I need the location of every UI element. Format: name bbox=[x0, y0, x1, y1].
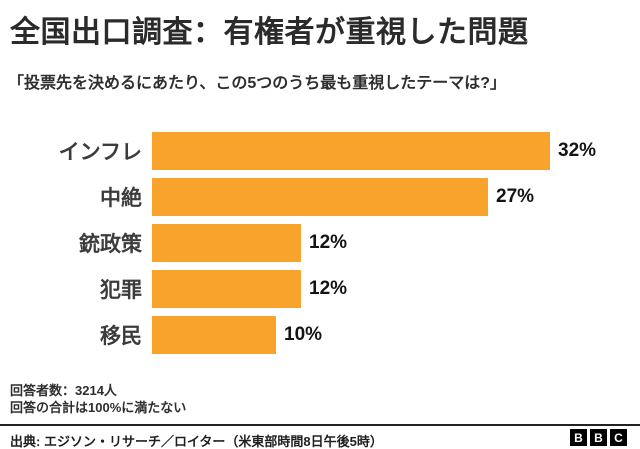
value-label: 12% bbox=[309, 232, 348, 253]
bar-row: インフレ 32% bbox=[0, 132, 640, 170]
source-text: 出典: エジソン・リサーチ／ロイター（米東部時間8日午後5時） bbox=[10, 434, 383, 449]
bar bbox=[152, 270, 301, 308]
bbc-logo-block-c: C bbox=[610, 429, 627, 446]
footer-divider bbox=[0, 424, 640, 426]
bar-row: 移民 10% bbox=[0, 316, 640, 354]
category-label: 移民 bbox=[100, 325, 142, 348]
bar-row: 犯罪 12% bbox=[0, 270, 640, 308]
total-note: 回答の合計は100%に満たない bbox=[10, 400, 187, 415]
chart-question-subtitle: 「投票先を決めるにあたり、この5つのうち最も重視したテーマは?」 bbox=[8, 75, 507, 92]
chart-notes: 回答者数：3214人 回答の合計は100%に満たない bbox=[10, 382, 186, 416]
bbc-logo-block-b1: B bbox=[570, 429, 587, 446]
bar bbox=[152, 224, 301, 262]
value-label: 32% bbox=[558, 140, 597, 161]
value-label: 10% bbox=[284, 324, 323, 345]
value-label: 27% bbox=[496, 186, 535, 207]
category-label: 中絶 bbox=[100, 187, 142, 210]
bar bbox=[152, 316, 276, 354]
category-label: 犯罪 bbox=[100, 279, 142, 302]
bar bbox=[152, 132, 550, 170]
bar bbox=[152, 178, 488, 216]
bar-row: 中絶 27% bbox=[0, 178, 640, 216]
bbc-logo-block-b2: B bbox=[590, 429, 607, 446]
bar-chart: インフレ 32% 中絶 27% 銃政策 12% 犯罪 12% 移民 10% bbox=[0, 132, 640, 362]
respondents-note: 回答者数：3214人 bbox=[10, 383, 117, 398]
category-label: 銃政策 bbox=[79, 233, 142, 256]
bbc-logo: B B C bbox=[570, 429, 627, 446]
bar-row: 銃政策 12% bbox=[0, 224, 640, 262]
page-title: 全国出口調査：有権者が重視した問題 bbox=[10, 16, 529, 49]
value-label: 12% bbox=[309, 278, 348, 299]
category-label: インフレ bbox=[58, 141, 142, 164]
